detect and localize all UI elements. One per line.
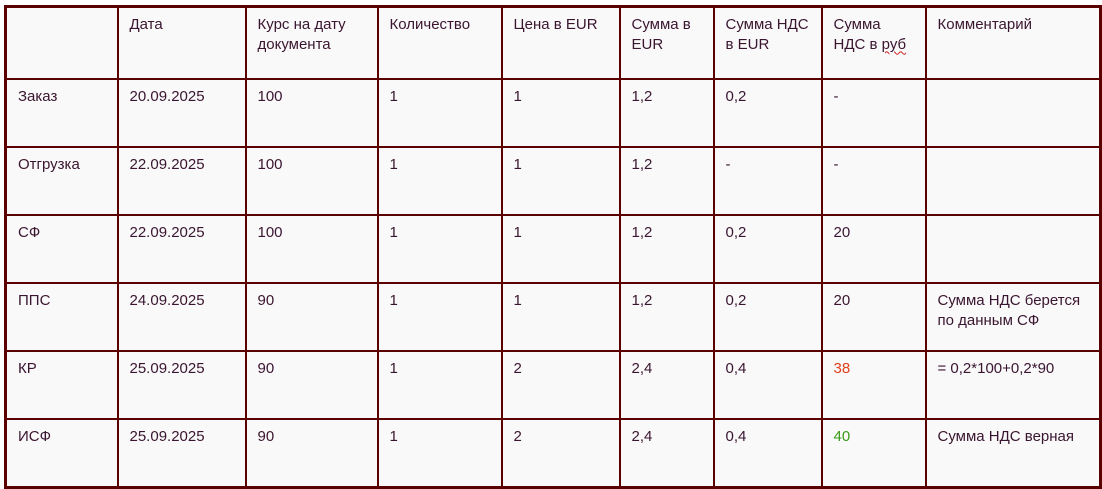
cell-comment [924,78,1102,148]
cell-quantity: 1 [376,146,503,216]
cell-document-type: ИСФ [4,418,119,489]
cell-quantity: 1 [376,418,503,489]
cell-vat-rub: 20 [820,214,927,284]
cell-comment [924,214,1102,284]
header-row: Дата Курс на дату документа Количество Ц… [4,5,1102,80]
cell-comment: = 0,2*100+0,2*90 [924,350,1102,420]
spellcheck-word: руб [881,35,907,53]
cell-document-type: Заказ [4,78,119,148]
table-row: ППС 24.09.2025 90 1 1 1,2 0,2 20 Сумма НДС берет… [4,282,1102,352]
cell-vat-eur: - [712,146,823,216]
cell-sum-eur: 2,4 [618,350,715,420]
cell-date: 22.09.2025 [116,214,247,284]
header-vat-rub: Сумма НДС в руб [820,5,927,80]
cell-vat-rub: - [820,78,927,148]
cell-comment: Сумма НДС берется по данным СФ [924,282,1102,352]
cell-sum-eur: 1,2 [618,146,715,216]
cell-quantity: 1 [376,214,503,284]
cell-vat-eur: 0,4 [712,350,823,420]
cell-sum-eur: 2,4 [618,418,715,489]
header-rate: Курс на дату документа [244,5,379,80]
header-sum-eur: Сумма в EUR [618,5,715,80]
table-row: Заказ 20.09.2025 100 1 1 1,2 0,2- [4,78,1102,148]
cell-price-eur: 1 [500,282,621,352]
table-row: ИСФ 25.09.2025 90 1 2 2,4 0,4 40 Сумма НДС верна… [4,418,1102,489]
cell-rate: 90 [244,350,379,420]
cell-sum-eur: 1,2 [618,282,715,352]
cell-date: 22.09.2025 [116,146,247,216]
header-quantity: Количество [376,5,503,80]
cell-document-type: ППС [4,282,119,352]
cell-rate: 100 [244,146,379,216]
header-vat-rub-text: Сумма НДС в [833,16,882,53]
cell-rate: 100 [244,214,379,284]
cell-sum-eur: 1,2 [618,78,715,148]
cell-date: 24.09.2025 [116,282,247,352]
cell-quantity: 1 [376,350,503,420]
cell-vat-eur: 0,2 [712,282,823,352]
cell-date: 20.09.2025 [116,78,247,148]
cell-vat-rub: - [820,146,927,216]
header-cell [4,5,119,80]
cell-rate: 90 [244,418,379,489]
cell-rate: 90 [244,282,379,352]
header-vat-eur: Сумма НДС в EUR [712,5,823,80]
cell-vat-eur: 0,2 [712,78,823,148]
cell-vat-eur: 0,4 [712,418,823,489]
cell-price-eur: 2 [500,350,621,420]
cell-document-type: КР [4,350,119,420]
cell-date: 25.09.2025 [116,418,247,489]
header-price-eur: Цена в EUR [500,5,621,80]
table-row: Отгрузка 22.09.2025 100 1 1 1,2- - [4,146,1102,216]
cell-date: 25.09.2025 [116,350,247,420]
table-row: СФ 22.09.2025 100 1 1 1,2 0,2 20 [4,214,1102,284]
cell-price-eur: 1 [500,214,621,284]
cell-price-eur: 1 [500,146,621,216]
cell-rate: 100 [244,78,379,148]
cell-vat-rub: 40 [820,418,927,489]
cell-price-eur: 1 [500,78,621,148]
cell-document-type: Отгрузка [4,146,119,216]
vat-calculation-table: Дата Курс на дату документа Количество Ц… [4,5,1102,489]
cell-comment [924,146,1102,216]
header-date: Дата [116,5,247,80]
cell-comment: Сумма НДС верная [924,418,1102,489]
cell-quantity: 1 [376,78,503,148]
cell-price-eur: 2 [500,418,621,489]
cell-vat-eur: 0,2 [712,214,823,284]
cell-vat-rub: 38 [820,350,927,420]
header-comment: Комментарий [924,5,1102,80]
table-row: КР 25.09.2025 90 1 2 2,4 0,4 38 = 0,2*100+0,2*90 [4,350,1102,420]
cell-quantity: 1 [376,282,503,352]
cell-document-type: СФ [4,214,119,284]
cell-vat-rub: 20 [820,282,927,352]
cell-sum-eur: 1,2 [618,214,715,284]
